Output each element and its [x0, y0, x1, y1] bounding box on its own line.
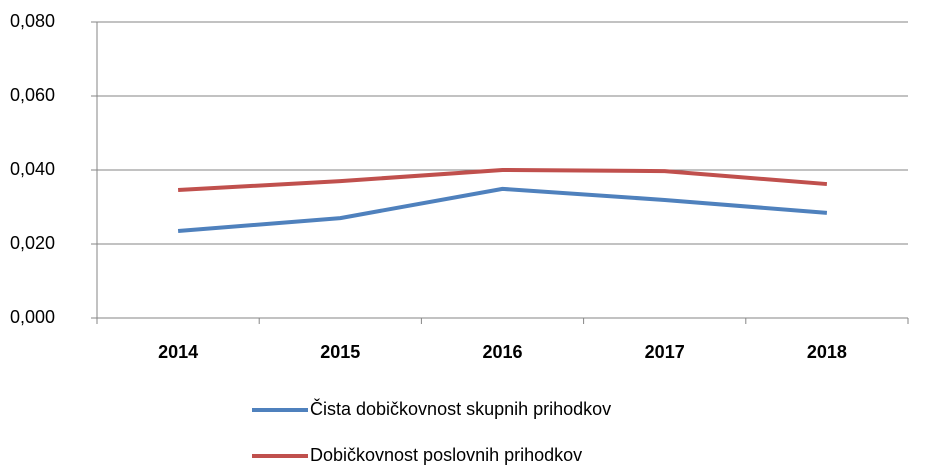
y-tick-label: 0,000 — [10, 307, 55, 327]
x-tick-label: 2018 — [807, 342, 847, 362]
y-tick-label: 0,020 — [10, 233, 55, 253]
series-line — [177, 168, 828, 192]
series-line — [177, 186, 828, 234]
y-tick-label: 0,040 — [10, 159, 55, 179]
x-tick-label: 2015 — [320, 342, 360, 362]
legend-label: Dobičkovnost poslovnih prihodkov — [310, 445, 582, 465]
x-tick-label: 2014 — [158, 342, 198, 362]
x-tick-label: 2016 — [482, 342, 522, 362]
y-tick-label: 0,080 — [10, 11, 55, 31]
legend-label: Čista dobičkovnost skupnih prihodkov — [310, 398, 611, 419]
y-tick-label: 0,060 — [10, 85, 55, 105]
x-tick-label: 2017 — [645, 342, 685, 362]
